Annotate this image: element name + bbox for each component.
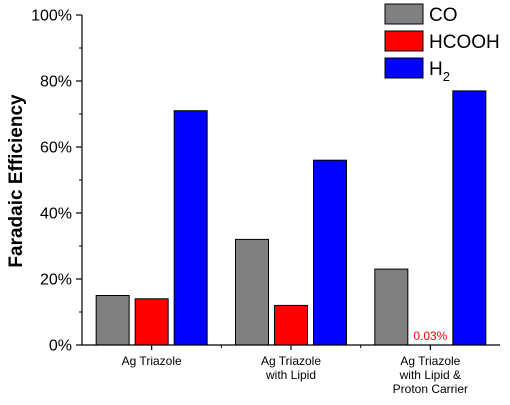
bar-h2-3 [452, 90, 487, 346]
legend-swatch-h2 [384, 57, 424, 79]
legend-label-hcooh: HCOOH [429, 32, 500, 53]
x-axis: Ag Triazole Ag Triazole with Lipid Ag Triaz… [82, 344, 500, 396]
y-axis-label: Faradaic Efficiency [6, 94, 27, 268]
bar-hcooh-1 [134, 298, 169, 346]
y-axis: 0% 20% 40% 60% 80% 100% [31, 8, 83, 355]
annotation-label: 0.03% [413, 329, 447, 343]
x-tick-label: Ag Triazole [122, 354, 182, 368]
bar-co-1 [95, 295, 130, 346]
y-tick-label: 20% [40, 272, 72, 289]
y-tick-label: 40% [40, 206, 72, 223]
x-tick-label: Ag Triazole with Lipid & Proton Carrier [393, 354, 468, 396]
plot-area: 0.03% [95, 90, 487, 346]
x-tick-label: Ag Triazole with Lipid [261, 354, 321, 382]
bar-h2-1 [173, 110, 208, 346]
bar-hcooh-2 [274, 304, 308, 346]
y-tick-label: 0% [49, 338, 72, 355]
y-tick-label: 100% [31, 8, 72, 25]
y-tick-label: 80% [40, 74, 72, 91]
legend-label-co: CO [429, 5, 458, 26]
y-tick-label: 60% [40, 140, 72, 157]
legend: CO HCOOH H2 [384, 3, 500, 84]
legend-label-h2: H2 [429, 59, 450, 84]
bar-co-2 [235, 238, 269, 346]
bar-co-3 [374, 268, 409, 346]
legend-swatch-hcooh [384, 30, 424, 52]
bar-h2-2 [313, 159, 347, 346]
legend-swatch-co [384, 3, 424, 25]
